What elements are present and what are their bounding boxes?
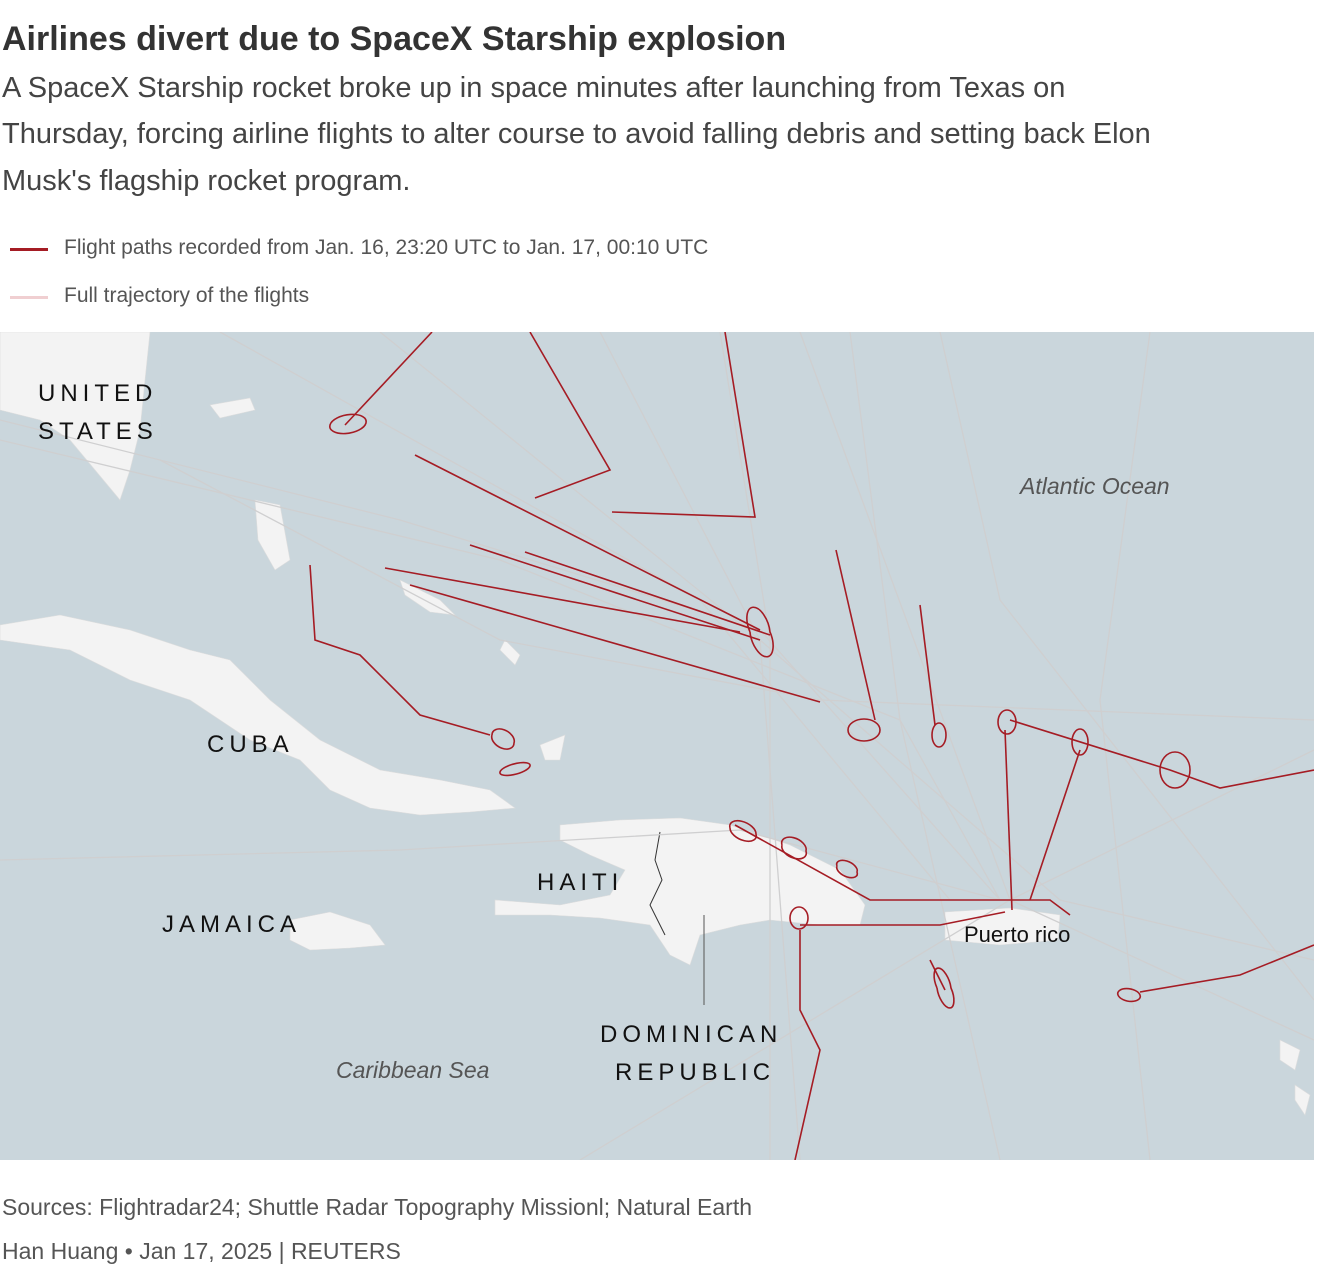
- map-label: Atlantic Ocean: [1018, 473, 1170, 499]
- sources: Sources: Flightradar24; Shuttle Radar To…: [2, 1194, 753, 1220]
- subtitle: Thursday, forcing airline flights to alt…: [2, 118, 1151, 150]
- map-label: REPUBLIC: [615, 1059, 775, 1086]
- map: UNITED STATES CUBA HAITI JAMAICA DOMINIC…: [0, 332, 1314, 1160]
- title: Airlines divert due to SpaceX Starship e…: [2, 20, 787, 58]
- map-label: CUBA: [207, 731, 294, 758]
- legend-swatch: [10, 296, 48, 299]
- subtitle: Musk's flagship rocket program.: [2, 165, 411, 197]
- map-label: Puerto rico: [964, 922, 1070, 947]
- map-label: UNITED: [38, 380, 157, 407]
- subtitle: A SpaceX Starship rocket broke up in spa…: [2, 72, 1066, 104]
- border: [649, 831, 666, 936]
- legend-label: Full trajectory of the flights: [64, 284, 310, 307]
- map-label: DOMINICAN: [600, 1021, 782, 1048]
- legend-swatch: [10, 248, 48, 251]
- recorded-flight-paths: [309, 332, 1314, 1160]
- legend-label: Flight paths recorded from Jan. 16, 23:2…: [64, 236, 709, 259]
- map-label: Caribbean Sea: [336, 1057, 489, 1083]
- byline: Han Huang • Jan 17, 2025 | REUTERS: [2, 1238, 401, 1264]
- map-label: JAMAICA: [162, 911, 301, 938]
- land: [0, 332, 1311, 1116]
- map-label: HAITI: [537, 869, 623, 896]
- map-label: STATES: [38, 418, 158, 445]
